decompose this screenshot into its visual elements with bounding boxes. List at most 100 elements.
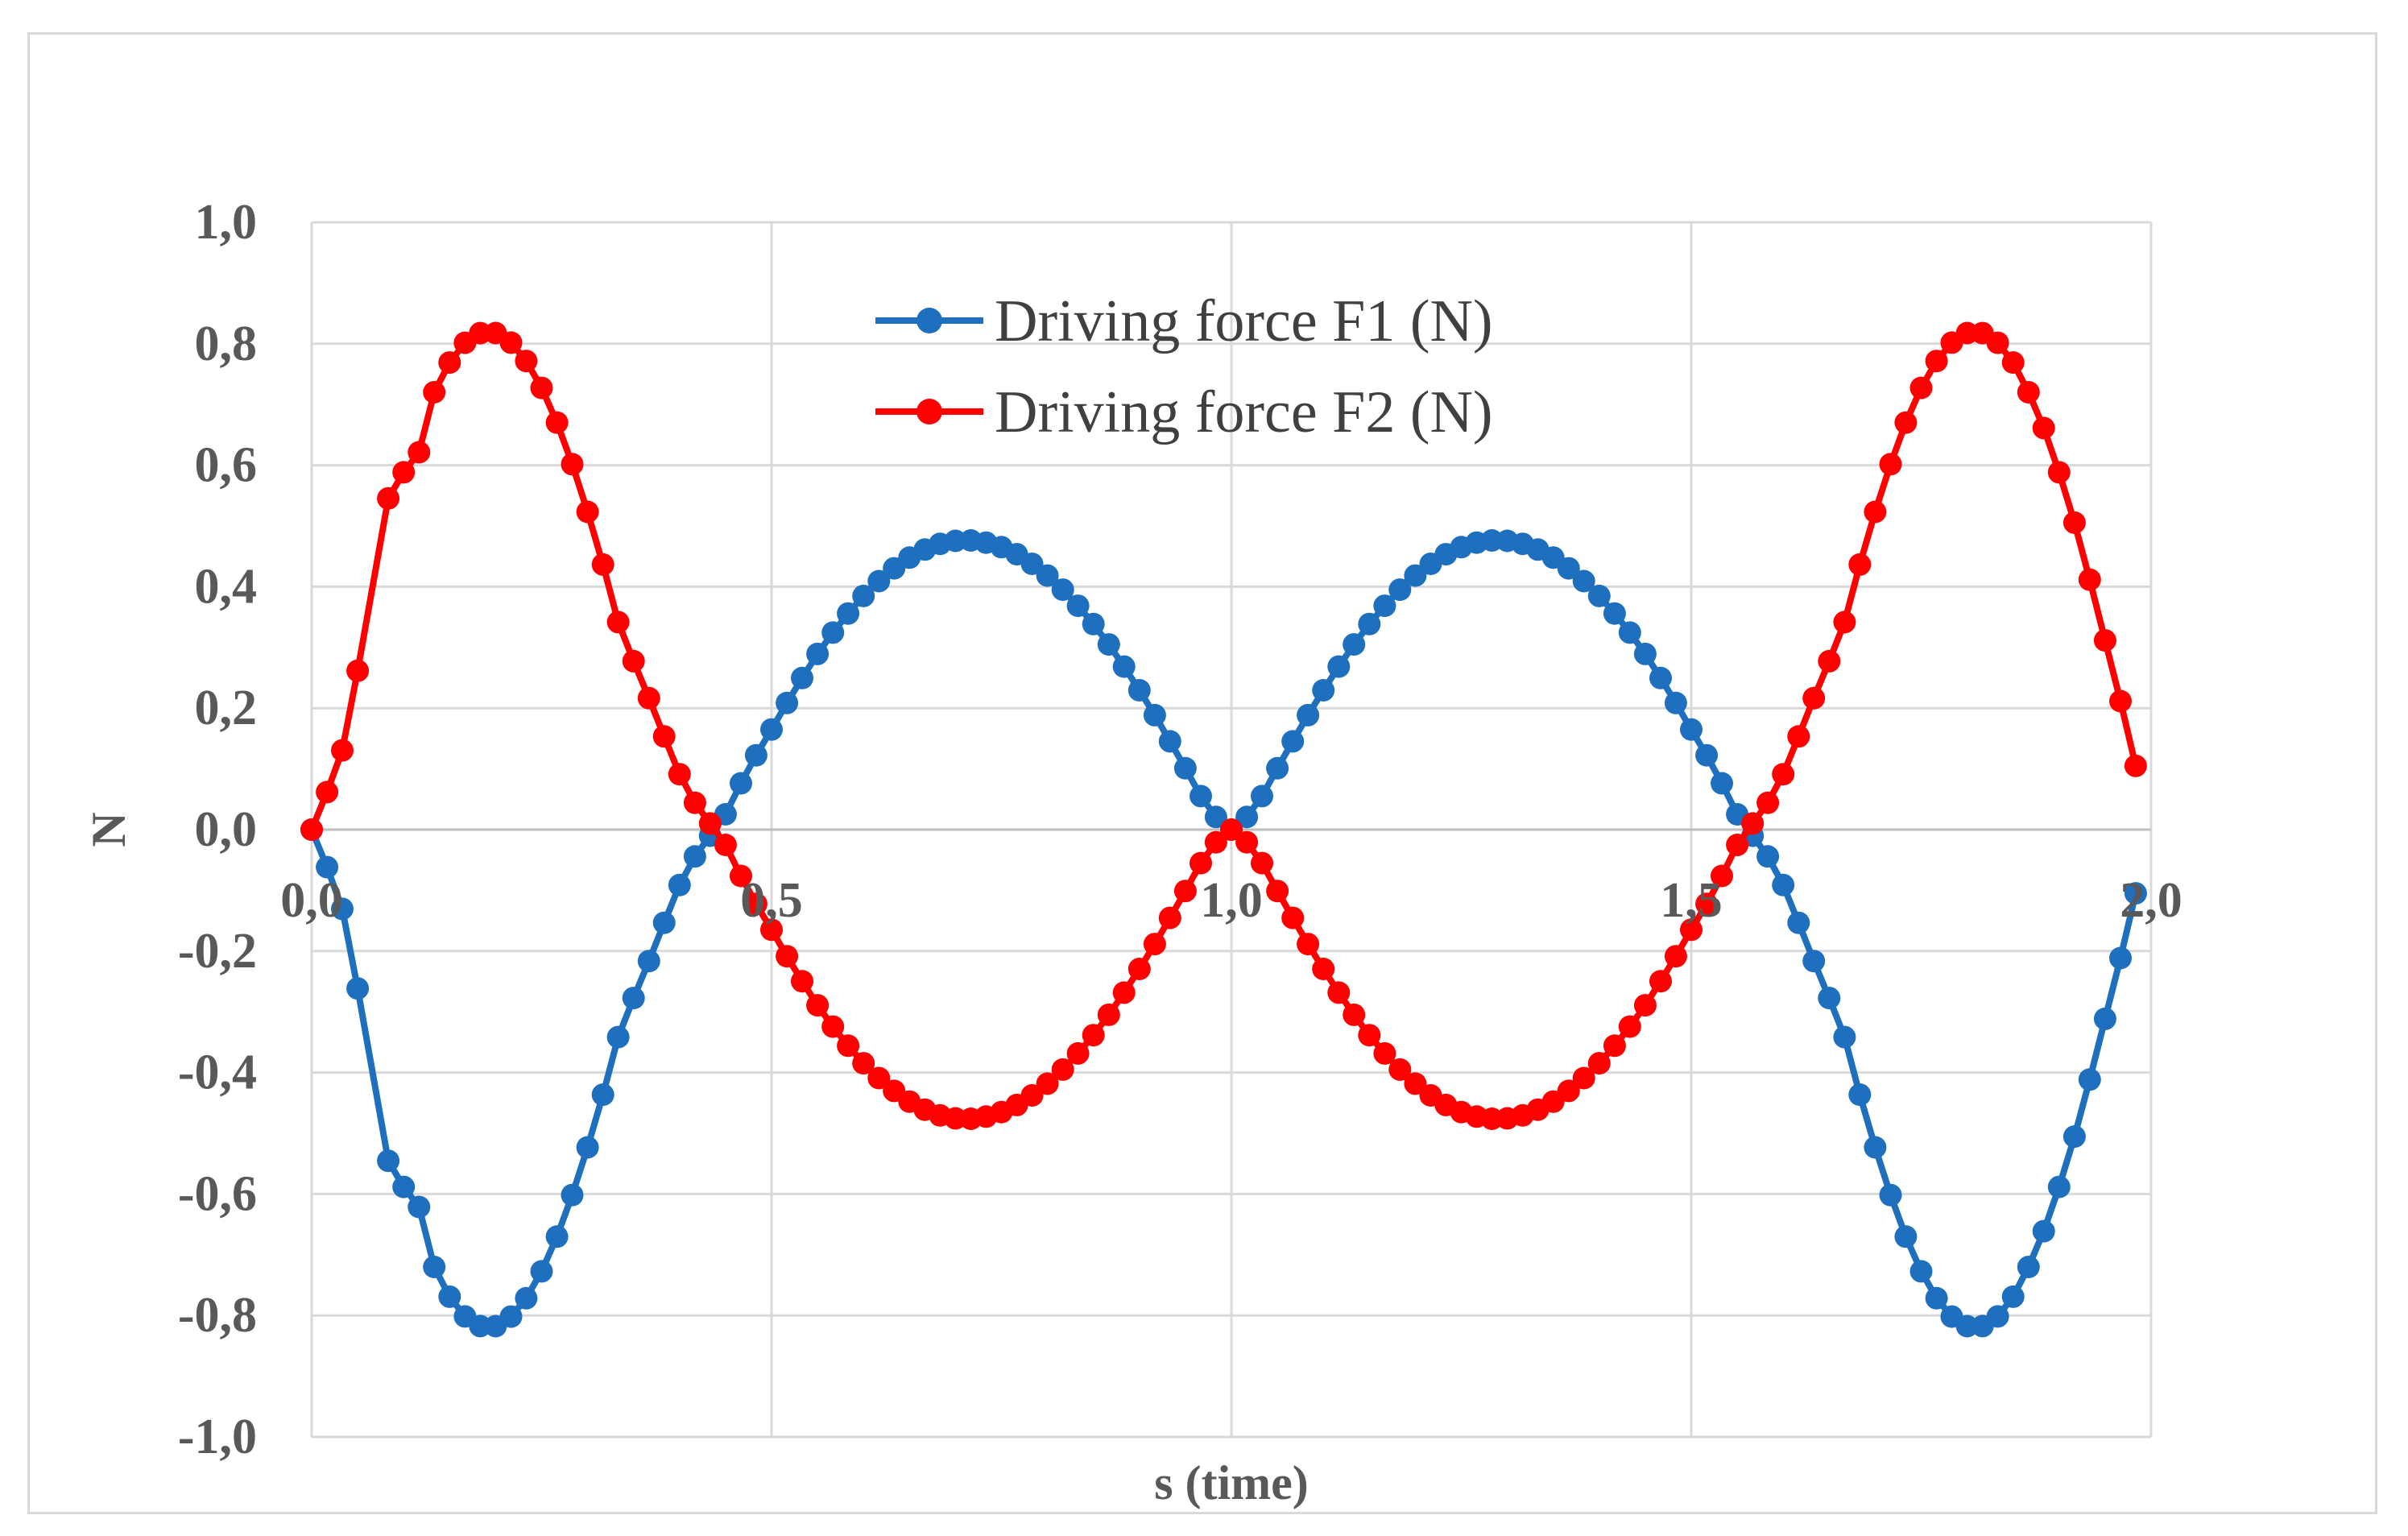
data-point: [760, 918, 783, 942]
legend-marker: [916, 399, 942, 424]
legend-label: Driving force F2 (N): [995, 379, 1493, 445]
data-point: [622, 649, 645, 673]
data-point: [1097, 633, 1120, 656]
data-point: [1204, 805, 1227, 829]
data-point: [2047, 461, 2071, 484]
data-point: [1066, 1041, 1090, 1065]
data-point: [806, 994, 830, 1017]
data-point: [1235, 830, 1259, 854]
data-point: [2093, 629, 2116, 652]
data-point: [1618, 621, 1641, 644]
x-tick-label: 0,5: [740, 873, 803, 928]
data-point: [346, 659, 370, 682]
data-point: [377, 1149, 400, 1173]
data-point: [1925, 350, 1948, 373]
data-point: [1649, 666, 1672, 689]
data-point: [1066, 594, 1090, 618]
legend-item: Driving force F2 (N): [875, 379, 1493, 445]
data-point: [867, 569, 891, 593]
data-point: [1388, 1058, 1412, 1081]
data-point: [2063, 1125, 2086, 1149]
y-tick-label: 0,2: [195, 681, 258, 735]
data-point: [730, 864, 752, 888]
y-tick-label: 1,0: [195, 195, 258, 250]
legend: Driving force F1 (N) Driving force F2 (N): [875, 288, 1493, 445]
y-tick-label: -0,2: [178, 924, 257, 979]
data-point: [791, 970, 813, 993]
data-point: [438, 351, 461, 375]
data-point: [1251, 785, 1273, 808]
data-point: [1741, 812, 1765, 835]
data-point: [606, 611, 630, 634]
data-point: [1772, 873, 1795, 896]
data-point: [331, 897, 354, 921]
data-point: [499, 331, 523, 354]
data-point: [1266, 756, 1289, 780]
data-point: [423, 1256, 446, 1278]
data-point: [1680, 718, 1703, 741]
data-point: [683, 791, 706, 814]
tick-labels: 1,0 0,8 0,6 0,4 0,2 0,0 -0,2 -0,4 -0,6 -0,8 -1,0 0,…: [178, 195, 2183, 1464]
data-point: [423, 381, 446, 404]
data-point: [1266, 880, 1289, 903]
data-point: [1572, 569, 1595, 593]
data-point: [1112, 655, 1136, 678]
data-point: [683, 845, 706, 868]
data-point: [408, 441, 431, 464]
data-point: [1802, 950, 1826, 973]
data-point: [1864, 1136, 1887, 1159]
y-tick-label: 0,0: [195, 802, 258, 857]
legend-item: Driving force F1 (N): [875, 288, 1493, 354]
data-point: [1649, 970, 1672, 993]
series-line: [308, 537, 2139, 1330]
data-point: [1711, 864, 1733, 888]
data-point: [1312, 679, 1335, 702]
data-point: [821, 621, 845, 644]
data-point: [1618, 1015, 1641, 1038]
data-point: [1557, 1079, 1580, 1103]
y-tick-label: -0,8: [178, 1288, 257, 1343]
data-point: [392, 1175, 416, 1199]
y-axis-title: N: [82, 812, 135, 847]
data-point: [1986, 1305, 2009, 1328]
data-point: [2063, 511, 2086, 534]
data-point: [776, 691, 799, 714]
series-line: [308, 329, 2139, 1122]
data-point: [1772, 763, 1795, 786]
data-point: [1756, 791, 1780, 814]
data-point: [545, 411, 569, 434]
data-point: [1036, 1072, 1059, 1095]
data-point: [1173, 756, 1197, 780]
data-point: [1726, 834, 1749, 856]
data-point: [1879, 453, 1902, 476]
data-point: [806, 642, 830, 665]
data-point: [1388, 578, 1412, 602]
data-point: [1343, 633, 1366, 656]
y-tick-label: -1,0: [178, 1410, 257, 1464]
data-point: [791, 666, 813, 689]
data-point: [561, 453, 584, 476]
data-point: [1327, 655, 1351, 678]
data-point: [637, 950, 660, 973]
data-point: [1603, 602, 1626, 625]
data-point: [2047, 1175, 2071, 1199]
data-point: [730, 772, 752, 795]
data-point: [622, 987, 645, 1010]
data-point: [2109, 946, 2132, 970]
data-point: [1848, 1083, 1872, 1107]
x-tick-label: 1,5: [1660, 873, 1723, 928]
data-point: [668, 763, 691, 786]
data-point: [760, 718, 783, 741]
data-point: [1190, 851, 1212, 875]
data-point: [331, 739, 354, 762]
data-point: [1297, 933, 1320, 956]
y-tick-label: 0,4: [195, 559, 258, 614]
data-point: [1848, 553, 1872, 576]
data-point: [2093, 1007, 2116, 1030]
data-point: [1373, 1041, 1396, 1065]
data-point: [499, 1305, 523, 1328]
data-point: [1220, 818, 1243, 841]
data-point: [714, 834, 737, 856]
data-point: [1404, 564, 1427, 587]
data-point: [1204, 830, 1227, 854]
